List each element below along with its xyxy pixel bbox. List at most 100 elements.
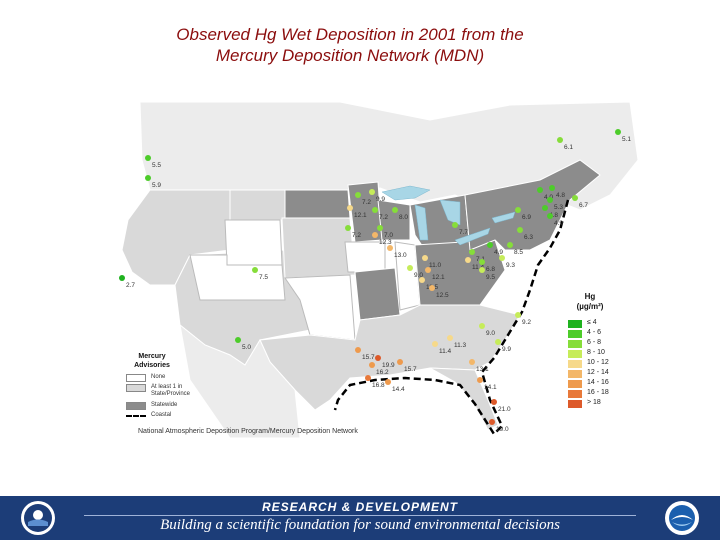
site-value-label: 19.9 <box>382 362 395 369</box>
coastal-advisory-line <box>333 199 570 436</box>
advisory-label: Coastal <box>151 412 172 418</box>
site-value-label: 8.0 <box>399 214 408 221</box>
banner-tagline: Building a scientific foundation for sou… <box>160 517 560 533</box>
monitoring-site <box>549 185 555 191</box>
florida-region <box>429 367 499 431</box>
site-value-label: 13.0 <box>394 252 407 259</box>
site-value-label: 12.1 <box>432 274 445 281</box>
footer-banner: RESEARCH & DEVELOPMENT Building a scient… <box>0 496 720 540</box>
monitoring-site <box>397 359 403 365</box>
advisory-label: At least 1 in State/Province <box>151 384 191 397</box>
advisory-label: Statewide <box>151 402 178 408</box>
monitoring-site <box>537 187 543 193</box>
monitoring-site <box>235 337 241 343</box>
monitoring-site <box>489 419 495 425</box>
monitoring-site <box>372 207 378 213</box>
legend-swatch <box>568 340 582 348</box>
legend-label: 10 - 12 <box>587 359 609 366</box>
legend-label: 6 - 8 <box>587 339 602 346</box>
legend-swatch <box>568 380 582 388</box>
site-value-label: 7.2 <box>379 214 388 221</box>
wyoming-none <box>224 219 283 266</box>
site-value-label: 6.8 <box>486 266 495 273</box>
site-value-label: 7.5 <box>259 274 268 281</box>
monitoring-site <box>119 275 125 281</box>
legend-swatch <box>568 320 582 328</box>
site-value-label: 19.0 <box>496 426 509 433</box>
site-value-label: 9.3 <box>506 262 515 269</box>
monitoring-site <box>515 207 521 213</box>
site-value-label: 16.2 <box>376 369 389 376</box>
advisories-title-line-2: Advisories <box>134 362 170 369</box>
monitoring-site <box>377 225 383 231</box>
site-value-label: 16.8 <box>372 382 385 389</box>
monitoring-site <box>365 375 371 381</box>
lake-ontario <box>491 211 516 224</box>
monitoring-site <box>479 259 485 265</box>
map-footnote: National Atmospheric Deposition Program/… <box>138 428 358 435</box>
mexico-region <box>179 323 301 439</box>
monitoring-site <box>252 267 258 273</box>
monitoring-site <box>517 227 523 233</box>
legend-label: > 18 <box>587 399 601 406</box>
monitoring-site <box>345 225 351 231</box>
advisory-label: None <box>151 374 166 380</box>
monitoring-site <box>615 129 621 135</box>
legend-swatch <box>568 360 582 368</box>
site-value-label: 5.0 <box>242 344 251 351</box>
site-value-label: 5.5 <box>152 162 161 169</box>
advisory-swatch <box>126 374 146 382</box>
monitoring-site <box>145 155 151 161</box>
legend-label: 8 - 10 <box>587 349 605 356</box>
site-value-label: 15.7 <box>362 354 375 361</box>
site-value-label: 9.5 <box>486 274 495 281</box>
site-value-label: 5.1 <box>622 136 631 143</box>
title-line-1: Observed Hg Wet Deposition in 2001 from … <box>176 25 524 44</box>
iowa-none <box>344 241 386 273</box>
monitoring-site <box>419 277 425 283</box>
site-value-label: 5.3 <box>554 204 563 211</box>
monitoring-site <box>479 323 485 329</box>
site-value-label: 12.5 <box>436 292 449 299</box>
site-value-label: 6.1 <box>564 144 573 151</box>
lake-huron <box>439 199 461 226</box>
monitoring-site <box>355 192 361 198</box>
monitoring-site <box>407 265 413 271</box>
site-value-label: 12.3 <box>379 239 392 246</box>
site-value-label: 6.3 <box>524 234 533 241</box>
legend-title-line-2: (µg/m²) <box>576 302 604 311</box>
monitoring-site <box>355 347 361 353</box>
monitoring-site <box>429 285 435 291</box>
site-value-label: 4.8 <box>549 212 558 219</box>
advisory-swatch <box>126 415 146 417</box>
legend-swatch <box>568 370 582 378</box>
monitoring-site <box>477 377 483 383</box>
banner-heading: RESEARCH & DEVELOPMENT <box>261 500 459 514</box>
northeast-statewide <box>464 159 601 251</box>
monitoring-site <box>547 197 553 203</box>
legend-label: 4 - 6 <box>587 329 602 336</box>
site-value-label: 9.2 <box>522 319 531 326</box>
title-line-2: Mercury Deposition Network (MDN) <box>215 46 485 65</box>
legend-swatch <box>568 350 582 358</box>
site-value-label: 7.0 <box>384 232 393 239</box>
advisories-title-line-1: Mercury <box>138 353 166 360</box>
site-value-label: 7.2 <box>362 199 371 206</box>
site-value-label: 4.9 <box>494 249 503 256</box>
legend-label: 14 - 16 <box>587 379 609 386</box>
site-value-label: 4.8 <box>556 192 565 199</box>
epa-seal-icon <box>21 501 55 535</box>
monitoring-site <box>387 245 393 251</box>
legend-swatch <box>568 400 582 408</box>
advisory-swatch <box>126 402 146 410</box>
site-value-label: 7.2 <box>352 232 361 239</box>
monitoring-site <box>347 205 353 211</box>
missouri-statewide <box>354 267 401 321</box>
monitoring-site <box>542 205 548 211</box>
monitoring-site <box>369 189 375 195</box>
legend-swatch <box>568 390 582 398</box>
site-value-label: 12.1 <box>354 212 367 219</box>
monitoring-site <box>515 312 521 318</box>
monitoring-site <box>375 355 381 361</box>
north-dakota-statewide <box>284 189 351 219</box>
